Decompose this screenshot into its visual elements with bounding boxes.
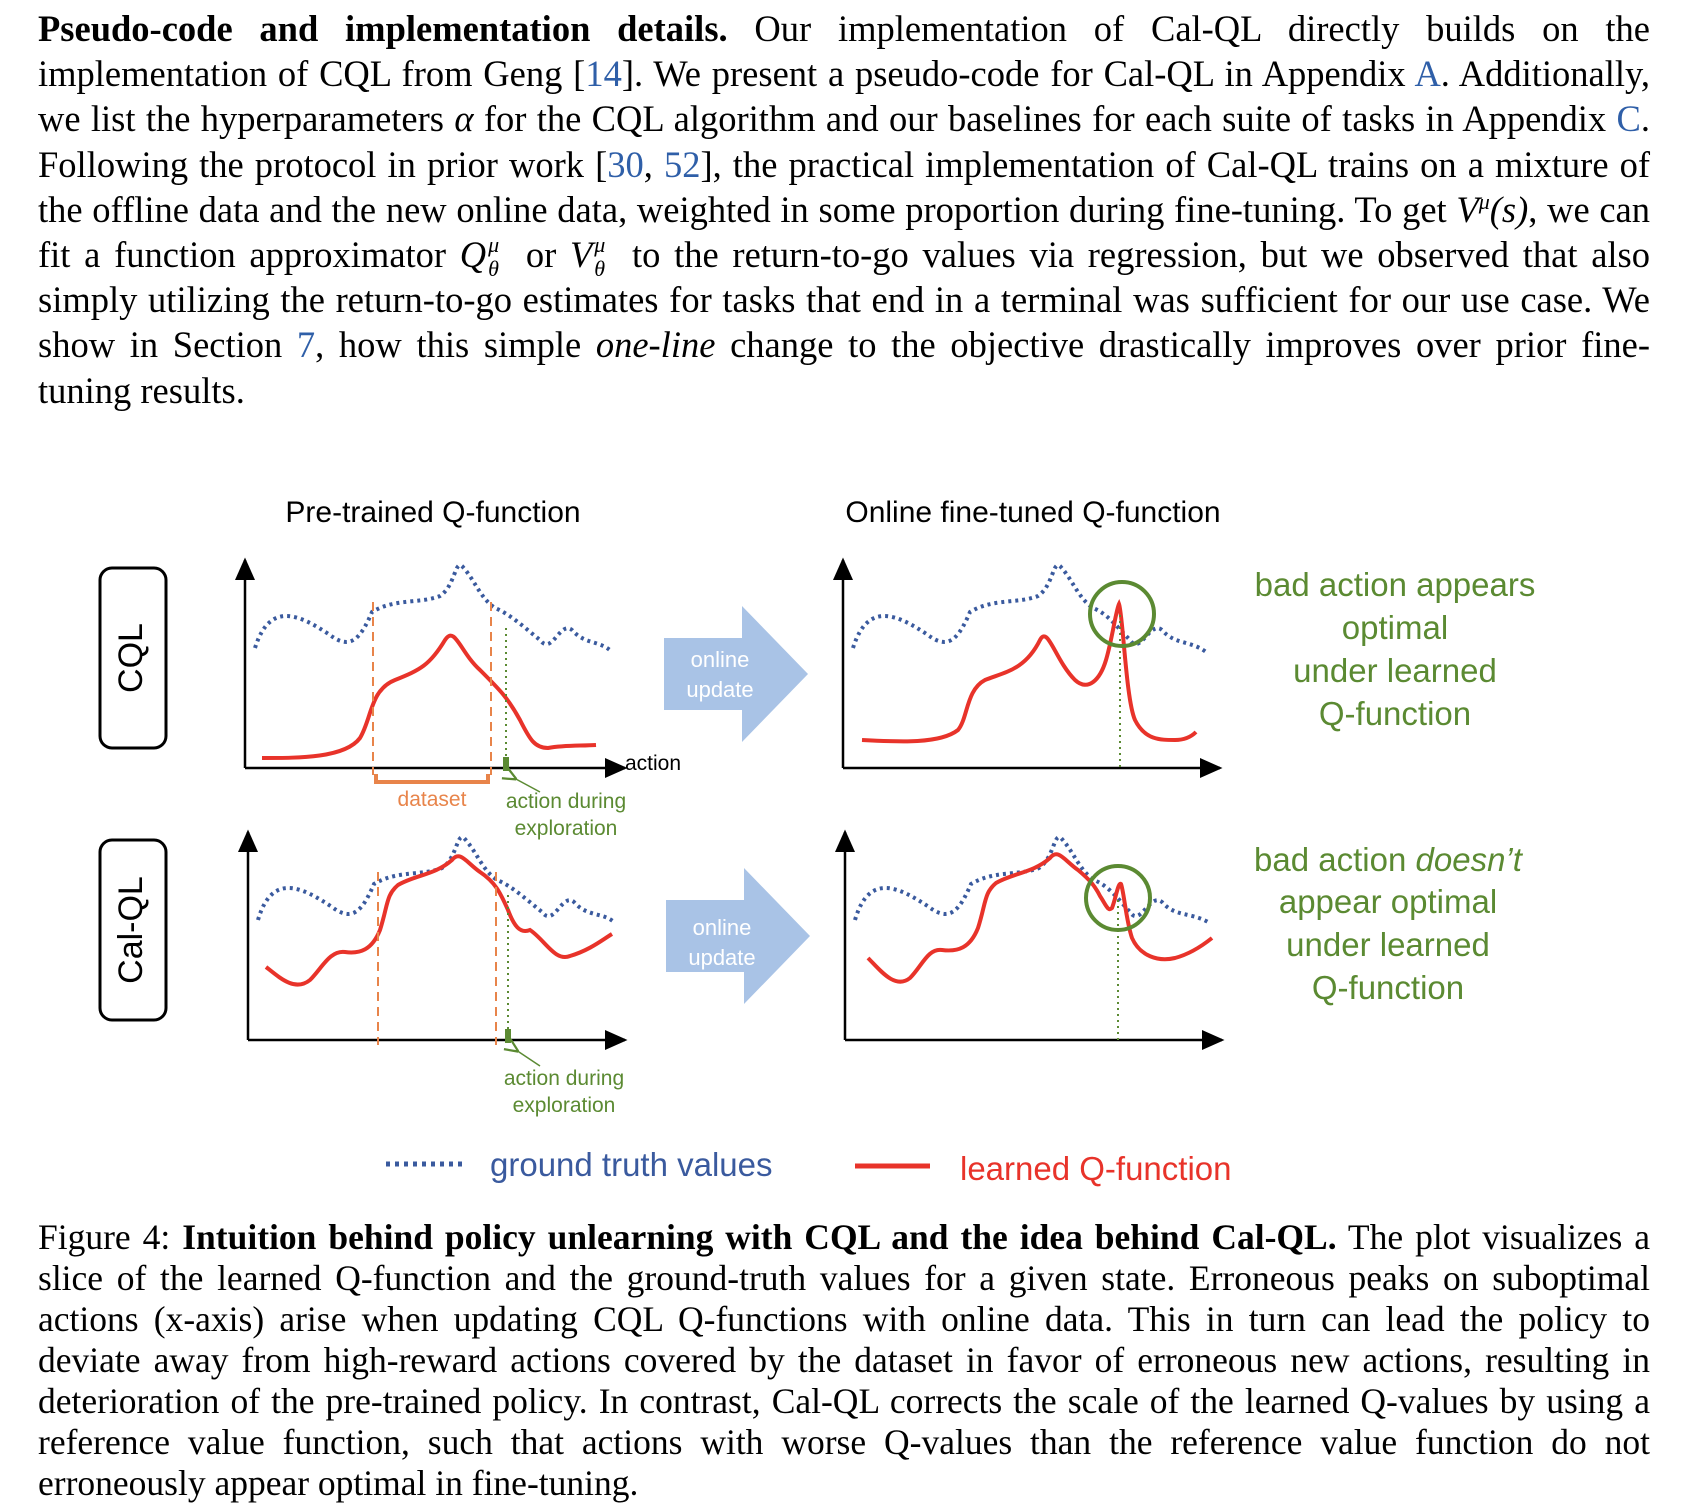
svg-text:online: online: [691, 647, 750, 672]
figure-4-diagram: Pre-trained Q-function Online fine-tuned…: [98, 496, 1536, 1187]
learned-q-curve: [866, 852, 1214, 984]
caption-prefix: Figure 4:: [38, 1217, 183, 1257]
column-title-pretrained: Pre-trained Q-function: [285, 496, 580, 529]
online-update-arrow-bottom: online update: [666, 868, 810, 1004]
exploration-label: action during: [504, 1067, 624, 1090]
svg-text:update: update: [688, 945, 755, 970]
axis-label-action: action: [625, 752, 681, 775]
ground-truth-curve: [853, 835, 1209, 924]
caption-text: The plot visualizes a slice of the learn…: [38, 1217, 1650, 1503]
paragraph-text: to the return-to-go values via regressio…: [38, 234, 1650, 366]
exploration-pointer: [516, 1050, 541, 1067]
appendix-link[interactable]: A: [1414, 53, 1441, 95]
paragraph-text: Our implementation of Cal-QL directly bu…: [38, 8, 1650, 95]
bad-action-highlight: [1084, 864, 1152, 932]
svg-text:under learned: under learned: [1293, 652, 1497, 689]
svg-text:Q-function: Q-function: [1319, 695, 1471, 732]
learned-q-curve: [861, 598, 1198, 744]
citation-link[interactable]: 14: [585, 53, 622, 95]
section-link[interactable]: 7: [296, 324, 316, 366]
svg-text:update: update: [686, 677, 753, 702]
exploration-label: exploration: [515, 817, 618, 840]
legend: ground truth values learned Q-function: [386, 1146, 1232, 1187]
citation-link[interactable]: 30: [607, 143, 644, 185]
exploration-label: action during: [506, 790, 626, 813]
learned-q-curve: [261, 633, 597, 760]
exploration-pointer: [514, 778, 541, 793]
svg-text:Q-function: Q-function: [1312, 969, 1464, 1006]
svg-text:under learned: under learned: [1286, 926, 1490, 963]
paragraph-text: or: [512, 234, 570, 276]
learned-q-curve: [264, 854, 614, 987]
svg-text:Cal-QL: Cal-QL: [112, 876, 150, 984]
implementation-paragraph: Pseudo-code and implementation details. …: [38, 6, 1650, 413]
emphasis-one-line: one-line: [595, 324, 716, 366]
math-v-mu: Vμ(s): [1456, 188, 1529, 230]
svg-text:bad action appears: bad action appears: [1255, 566, 1536, 603]
exploration-marker: [505, 1029, 511, 1043]
paragraph-text: . Following the protocol in prior work [: [38, 98, 1650, 185]
ground-truth-curve: [253, 563, 614, 654]
svg-text:bad action doesn’t: bad action doesn’t: [1254, 841, 1524, 878]
dataset-bracket: [374, 774, 490, 784]
paragraph-text: ], the practical implementation of Cal-Q…: [38, 143, 1651, 230]
math-alpha: α: [454, 98, 474, 140]
legend-label-learned-q: learned Q-function: [960, 1150, 1232, 1187]
legend-label-ground-truth: ground truth values: [490, 1146, 773, 1183]
annotation-calql: bad action doesn’t appear optimal under …: [1254, 841, 1524, 1006]
column-title-finetuned: Online fine-tuned Q-function: [845, 496, 1220, 529]
paragraph-text: ,: [643, 143, 664, 185]
bad-action-highlight: [1088, 580, 1156, 648]
paragraph-text: , how this simple: [315, 324, 596, 366]
svg-text:optimal: optimal: [1342, 609, 1448, 646]
paragraph-text: change to the objective drastically impr…: [38, 324, 1650, 411]
paragraph-text: , we can fit a function approximator: [38, 188, 1650, 276]
panel-cql-pretrained: action dataset action during exploration: [235, 557, 681, 840]
row-label-cql: CQL: [98, 566, 168, 750]
row-label-calql: Cal-QL: [98, 838, 168, 1022]
dataset-label: dataset: [398, 788, 467, 811]
svg-text:online: online: [693, 915, 752, 940]
exploration-marker: [503, 757, 509, 771]
ground-truth-curve: [256, 835, 616, 924]
caption-bold: Intuition behind policy unlearning with …: [182, 1217, 1337, 1257]
paragraph-text: for the CQL algorithm and our baselines …: [473, 98, 1617, 140]
paragraph-lead: Pseudo-code and implementation details.: [38, 8, 728, 49]
exploration-label: exploration: [513, 1094, 616, 1117]
paragraph-text: ]. We present a pseudo-code for Cal-QL i…: [621, 53, 1415, 95]
figure-caption: Figure 4: Intuition behind policy unlear…: [38, 1217, 1650, 1504]
annotation-cql: bad action appears optimal under learned…: [1255, 566, 1536, 732]
panel-calql-pretrained: action during exploration: [238, 829, 628, 1117]
panel-cql-finetuned: [833, 557, 1223, 778]
appendix-link[interactable]: C: [1616, 98, 1641, 140]
svg-text:CQL: CQL: [112, 623, 150, 693]
panel-calql-finetuned: [835, 829, 1225, 1050]
paragraph-text: . Additionally, we list the hyperparamet…: [38, 53, 1650, 140]
svg-text:appear optimal: appear optimal: [1279, 883, 1497, 920]
citation-link[interactable]: 52: [663, 143, 701, 185]
online-update-arrow-top: online update: [664, 606, 808, 742]
